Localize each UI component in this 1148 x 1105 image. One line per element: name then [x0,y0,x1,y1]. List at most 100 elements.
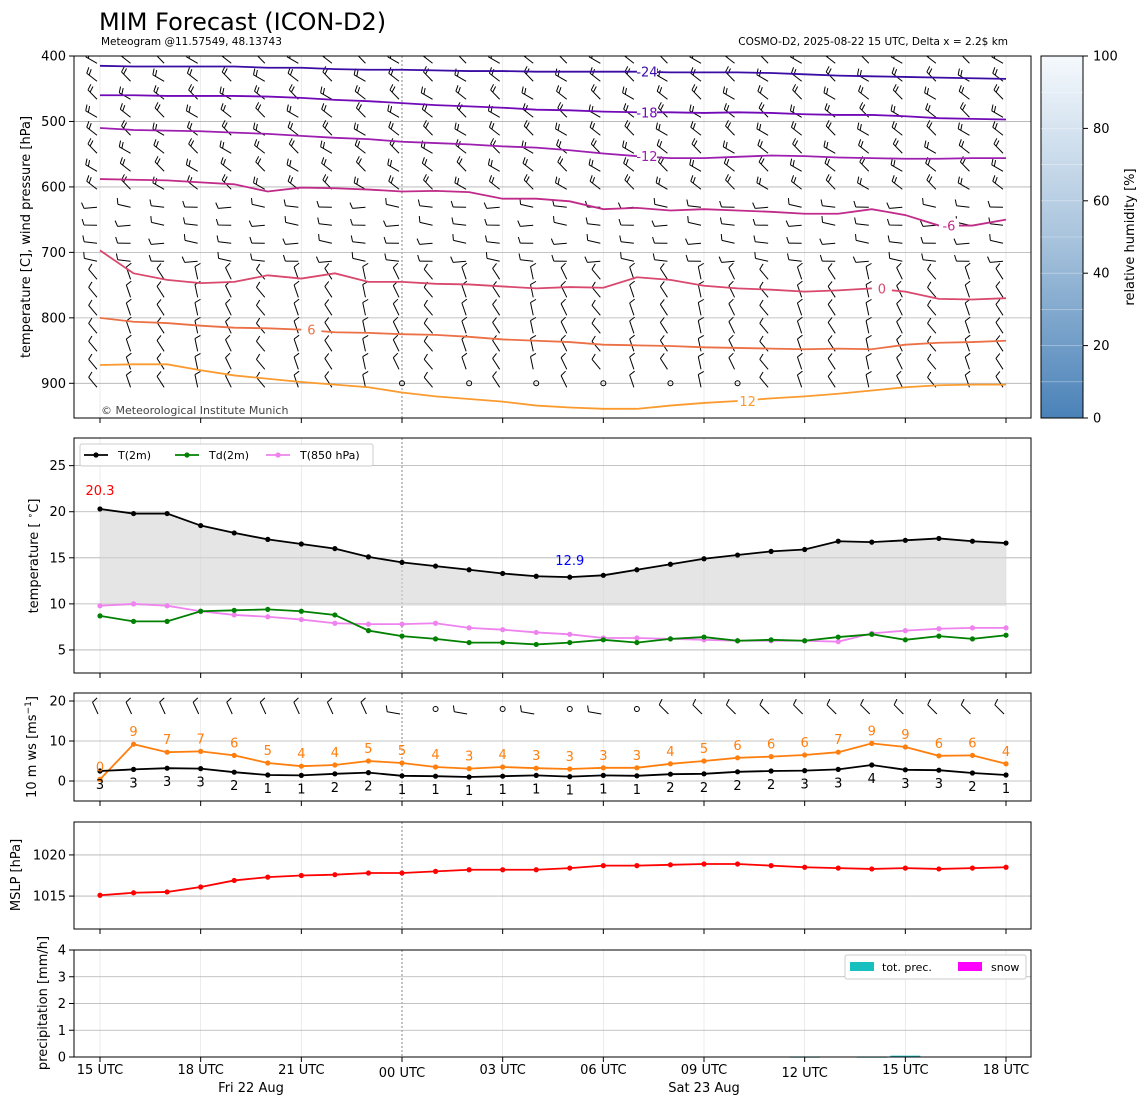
wind-barb [924,146,937,154]
wind-barb [159,702,166,715]
wind-barb-flag [865,280,872,286]
wind-barb-flag [893,105,896,113]
wind-barb [530,320,534,334]
wind-barb-flag [588,158,591,165]
wind-barb-flag [958,85,962,92]
wind-barb [759,704,770,715]
wind-barb-flag [189,68,193,76]
wind-barb-flag [964,280,971,286]
wind-barb [194,356,199,370]
wind-barb-flag [190,86,195,93]
x-tick-label: 12 UTC [781,1066,827,1081]
wind-barb-flag [756,122,759,129]
wind-barb [86,72,98,82]
wind-barb-flag [293,316,300,322]
wind-barb-flag [926,87,929,95]
wind-barb-flag [324,299,330,305]
wind-barb-flag [87,105,91,113]
wind-barb-flag [659,263,665,269]
series-mslp-point [835,865,841,871]
isotherm-line [100,94,1007,121]
wind-barb [859,161,870,172]
wind-barb-flag [488,175,493,182]
wind-barb-flag [557,102,562,109]
wind-barb [257,56,266,64]
wind-barb [827,358,836,370]
wind-barb-flag [658,177,661,185]
wind-barb-flag [797,370,803,376]
wind-barb-flag [156,104,161,111]
wind-barb-flag [957,122,960,129]
wind-barb [925,162,937,172]
series-wind-speed [99,764,1007,778]
precipitation-gridlines [74,950,1031,1057]
series-t2m-point [198,522,204,529]
wind-barb [285,205,299,208]
wind-barb-flag [186,67,191,74]
wind-barb [423,179,433,190]
wind-barb-flag [927,317,932,324]
wind-barb [320,146,333,154]
series-mslp-point [969,865,976,871]
wind-barb [225,375,232,388]
wind-barb [555,128,568,136]
wind-barb [488,110,500,118]
wind-barb-flag [115,236,119,244]
wind-barb-flag [82,235,85,242]
wind-barb [117,224,131,227]
wind-barb-flag [350,235,354,242]
wind-barb-flag [865,262,872,268]
wind-barb [995,286,1004,298]
series-wind-speed-point [332,771,338,777]
wind-barb [184,260,198,263]
x-tick-label: 00 UTC [379,1066,425,1081]
wind-barb [995,322,1004,334]
wind-barb-flag [785,220,790,227]
wind-barb [454,74,467,82]
temperature-annotations: 20.312.9 [86,484,585,569]
wind-barb [255,107,266,118]
wind-barb-flag [859,102,864,109]
wind-barb-flag [154,69,158,77]
wind-barb-flag [954,254,957,262]
wind-barb [423,323,433,334]
wind-barb [927,305,937,316]
wind-barb [759,305,769,316]
series-t2m-point [802,546,808,553]
wind-barb-flag [215,218,219,226]
wind-barb [151,242,165,245]
wind-barb-flag [893,177,898,184]
wind-barb-flag [492,299,497,305]
wind-barb-flag [792,159,795,167]
wind-barb [755,206,769,209]
wind-barb [255,161,266,172]
wind-barb-flag [322,87,325,95]
series-wind-speed-point [902,767,908,773]
colorbar-bands [1041,91,1083,383]
wind-barb-flag [284,216,287,223]
wind-barb [288,143,299,154]
series-wind-speed-point [198,766,204,772]
wind-barb [156,376,165,388]
wind-barb [423,359,433,370]
series-t2m-point [164,510,170,517]
wind-barb-flag [993,138,998,145]
wind-barb-flag [322,141,325,149]
wind-barb-flag [517,236,521,244]
x-tick-label: 18 UTC [983,1063,1029,1078]
wind-barb-flag [156,353,162,359]
wind-barb [956,205,970,208]
series-t2m-point [969,538,976,544]
wind-barb [560,357,568,370]
series-t850hpa-point [533,629,539,636]
wind-barb-flag [624,141,627,149]
wind-barb-flag [826,698,831,706]
wind-barb-flag [423,317,428,324]
wind-barb-flag [995,281,1001,287]
wind-barb [293,338,299,352]
wind-barb-flag [257,158,262,165]
wind-barb [726,704,736,715]
wind-barb [924,92,937,100]
wind-barb-flag [823,140,826,147]
wind-barb [659,268,668,280]
